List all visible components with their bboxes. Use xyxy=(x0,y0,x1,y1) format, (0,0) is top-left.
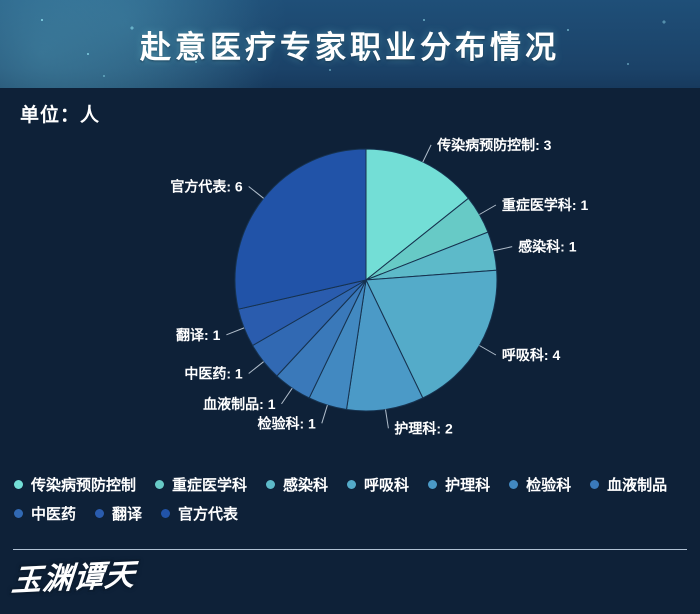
legend-item: 护理科 xyxy=(428,474,490,494)
legend-item: 感染科 xyxy=(266,474,328,494)
page-title: 赴意医疗专家职业分布情况 xyxy=(140,29,560,65)
legend-dot-icon xyxy=(14,479,23,489)
pie-slice xyxy=(234,148,367,310)
unit-label: 单位：人 xyxy=(20,105,101,126)
pie-slice xyxy=(365,269,498,399)
pie-label: 官方代表: 6 xyxy=(170,179,243,195)
pie-leader-line xyxy=(321,405,328,424)
pie-leader-line xyxy=(493,246,513,252)
pie-label: 翻译: 1 xyxy=(176,327,221,343)
pie-label: 护理科: 2 xyxy=(394,420,453,436)
pie-slice xyxy=(365,148,470,282)
legend-dot-icon xyxy=(161,508,171,518)
legend-dot-icon xyxy=(347,479,357,489)
legend-item: 检验科 xyxy=(509,474,571,494)
pie-slice xyxy=(345,278,424,412)
legend-dot-icon xyxy=(509,479,519,489)
pie-leader-line xyxy=(248,186,264,199)
legend-dot-icon xyxy=(95,508,105,518)
pie-leader-line xyxy=(281,387,293,405)
pie-leader-line xyxy=(479,345,497,356)
legend-dot-icon xyxy=(14,508,23,518)
legend-item: 血液制品 xyxy=(590,474,667,494)
legend-label: 传染病预防控制 xyxy=(31,476,137,494)
legend-label: 中医药 xyxy=(31,505,77,523)
legend-dot-icon xyxy=(590,479,600,489)
pie-leader-line xyxy=(422,144,432,163)
legend-label: 检验科 xyxy=(526,476,572,494)
pie-label: 中医药: 1 xyxy=(184,366,243,382)
legend-label: 重症医学科 xyxy=(172,476,248,494)
pie-leader-line xyxy=(226,327,245,336)
pie-label: 检验科: 1 xyxy=(257,415,316,431)
pie-chart: 传染病预防控制: 3 重症医学科: 1 感染科: 1 呼吸科: 4 护理科: 2 检验科:… xyxy=(170,137,589,436)
footer-divider xyxy=(13,549,687,550)
legend-label: 血液制品 xyxy=(607,476,668,494)
logo-yuyuantantian: 玉渊谭天 xyxy=(10,558,137,599)
legend-item: 呼吸科 xyxy=(347,474,409,494)
pie-label: 呼吸科: 4 xyxy=(502,347,561,363)
legend-label: 感染科 xyxy=(283,476,329,494)
pie-label: 重症医学科: 1 xyxy=(502,197,589,213)
legend: 传染病预防控制 重症医学科 感染科 呼吸科 护理科 检验科 血液制品中医药 翻译 官方代表 xyxy=(14,474,690,523)
pie-leader-line xyxy=(479,204,497,215)
legend-item: 传染病预防控制 xyxy=(14,474,136,494)
legend-label: 官方代表 xyxy=(178,505,239,523)
pie-label: 血液制品: 1 xyxy=(203,396,276,412)
legend-label: 护理科 xyxy=(445,476,491,494)
legend-dot-icon xyxy=(155,479,165,489)
legend-item: 翻译 xyxy=(95,503,142,523)
legend-item: 官方代表 xyxy=(161,503,238,523)
legend-label: 翻译 xyxy=(112,505,143,523)
pie-leader-line xyxy=(248,361,264,374)
legend-dot-icon xyxy=(266,479,276,489)
pie-leader-line xyxy=(385,409,389,429)
title-bar: 赴意医疗专家职业分布情况 xyxy=(0,0,700,88)
pie-label: 感染科: 1 xyxy=(518,239,577,255)
legend-item: 重症医学科 xyxy=(155,474,247,494)
legend-item: 中医药 xyxy=(14,503,76,523)
pie-label: 传染病预防控制: 3 xyxy=(436,137,552,153)
legend-dot-icon xyxy=(428,479,438,489)
legend-label: 呼吸科 xyxy=(364,476,410,494)
